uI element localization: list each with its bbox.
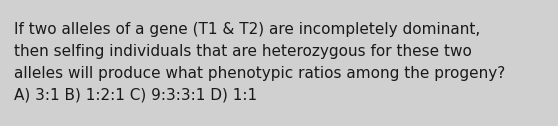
Text: If two alleles of a gene (T1 & T2) are incompletely dominant,: If two alleles of a gene (T1 & T2) are i… bbox=[14, 22, 480, 37]
Text: then selfing individuals that are heterozygous for these two: then selfing individuals that are hetero… bbox=[14, 44, 472, 59]
Text: A) 3:1 B) 1:2:1 C) 9:3:3:1 D) 1:1: A) 3:1 B) 1:2:1 C) 9:3:3:1 D) 1:1 bbox=[14, 88, 257, 103]
Text: alleles will produce what phenotypic ratios among the progeny?: alleles will produce what phenotypic rat… bbox=[14, 66, 505, 81]
